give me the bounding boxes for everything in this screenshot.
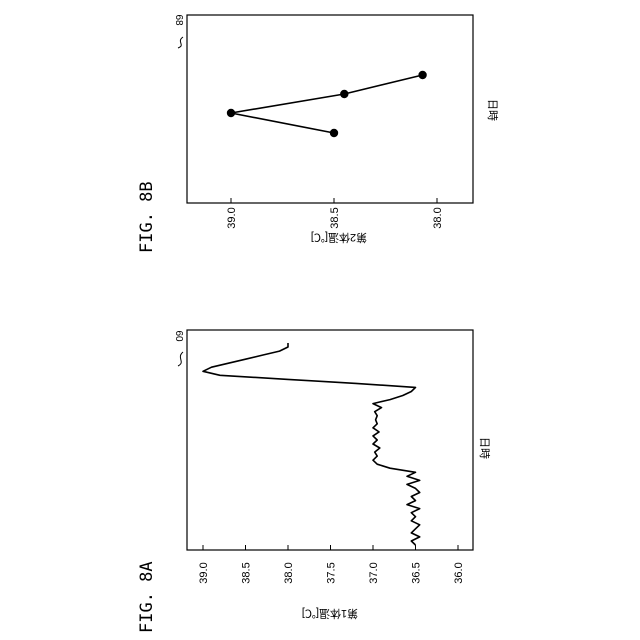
figure-8a-tick-label: 38.0 [283, 562, 295, 583]
figure-8a-axis-title-temperature: 第1体温[℃] [302, 607, 358, 621]
figure-8a-axis-title-datetime: 日時 [478, 437, 491, 459]
figure-8b-reference-numeral: 68 [173, 14, 184, 26]
figure-8b-axis-title-temperature: 第2体温[℃] [311, 231, 367, 245]
figure-8a-leader-line [178, 352, 183, 366]
figure-8a-reference-numeral: 60 [173, 330, 184, 342]
figure-8a-caption: FIG. 8A [137, 561, 157, 633]
figure-8a-tick-label: 39.0 [198, 562, 210, 583]
figure-8a-tick-label: 36.5 [411, 562, 423, 583]
figure-8a: FIG. 8A 39.0 38.5 38.0 37.5 37.0 36.5 36.0 第1体… [137, 330, 491, 633]
figure-8a-axis-ticks: 39.0 38.5 38.0 37.5 37.0 36.5 36.0 [198, 545, 465, 584]
figure-8b-temperature-line [231, 75, 423, 133]
figure-8a-tick-label: 36.0 [453, 562, 465, 583]
figure-8b-data-point [340, 90, 348, 98]
figure-8a-tick-label: 37.5 [326, 562, 338, 583]
figure-8b: FIG. 8B 39.0 38.5 38.0 第2体温[℃] 日時 68 [137, 14, 499, 253]
figure-8a-series [203, 343, 420, 545]
figure-8a-temperature-line [203, 343, 420, 545]
figure-8b-caption: FIG. 8B [137, 181, 157, 253]
figure-8b-series [227, 71, 427, 137]
figure-8a-tick-label: 38.5 [241, 562, 253, 583]
figure-8b-tick-label: 39.0 [226, 207, 238, 228]
figure-8b-data-point [418, 71, 426, 79]
figure-8b-data-point [330, 129, 338, 137]
figure-8a-tick-label: 37.0 [368, 562, 380, 583]
figure-8b-data-point [227, 109, 235, 117]
figure-8b-tick-label: 38.5 [329, 207, 341, 228]
figure-8b-leader-line [178, 37, 183, 48]
figure-8b-tick-label: 38.0 [432, 207, 444, 228]
figure-8b-axis-title-datetime: 日時 [486, 99, 499, 121]
